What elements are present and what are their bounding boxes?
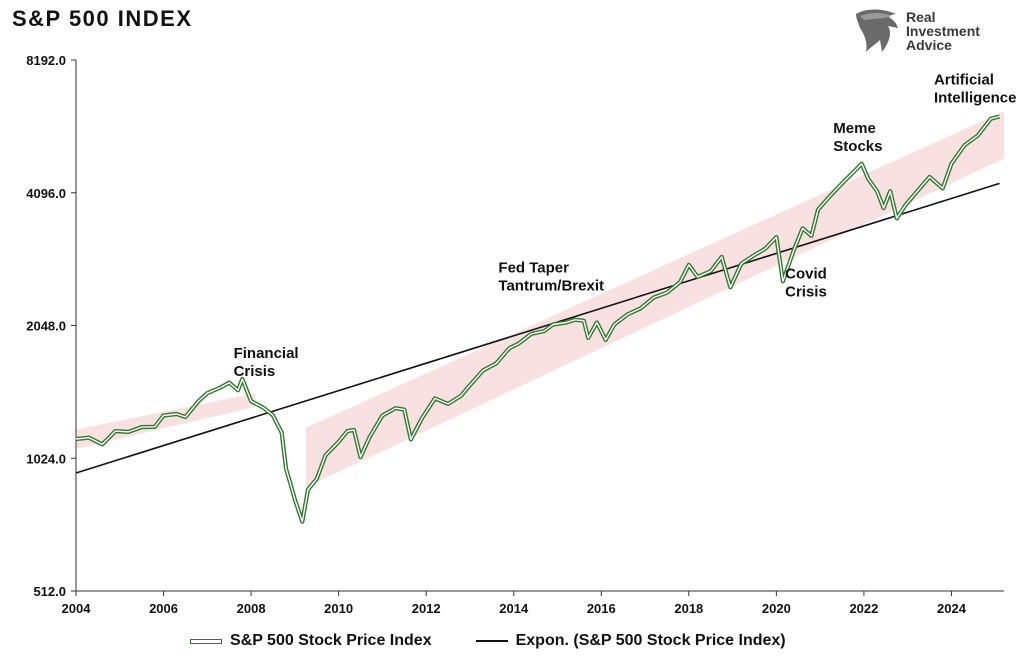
annotation-line: Crisis bbox=[785, 283, 827, 300]
x-tick-label: 2006 bbox=[149, 601, 178, 616]
annotation-line: Artificial bbox=[934, 72, 994, 89]
x-tick-label: 2020 bbox=[762, 601, 791, 616]
series-lines bbox=[75, 114, 1001, 524]
annotation-1: Financial Crisis bbox=[234, 345, 299, 380]
legend-label-sp500: S&P 500 Stock Price Index bbox=[230, 632, 432, 649]
chart-title: S&P 500 INDEX bbox=[12, 6, 193, 31]
legend-swatch-green bbox=[190, 638, 222, 644]
x-tick-label: 2016 bbox=[587, 601, 616, 616]
y-tick-label: 8192.0 bbox=[26, 53, 66, 68]
legend: S&P 500 Stock Price Index Expon. (S&P 50… bbox=[190, 629, 830, 653]
eagle-head-icon bbox=[856, 9, 898, 52]
brand-line-1: Real bbox=[906, 9, 936, 25]
x-tick-label: 2012 bbox=[412, 601, 441, 616]
x-tick-label: 2024 bbox=[937, 601, 967, 616]
y-tick-label: 512.0 bbox=[33, 584, 66, 599]
annotation-line: Intelligence bbox=[934, 90, 1017, 107]
legend-item-sp500: S&P 500 Stock Price Index bbox=[190, 632, 432, 650]
annotation-line: Crisis bbox=[234, 363, 276, 380]
y-tick-label: 4096.0 bbox=[26, 186, 66, 201]
annotation-5: Artificial Intelligence bbox=[934, 72, 1017, 107]
annotation-line: Financial bbox=[234, 345, 299, 362]
annotation-line: Tantrum/Brexit bbox=[498, 278, 604, 295]
legend-label-trend: Expon. (S&P 500 Stock Price Index) bbox=[515, 632, 786, 649]
legend-swatch-black bbox=[475, 640, 508, 642]
x-tick-label: 2010 bbox=[324, 601, 353, 616]
x-tick-label: 2018 bbox=[674, 601, 703, 616]
x-tick-label: 2022 bbox=[849, 601, 878, 616]
y-tick-label: 1024.0 bbox=[26, 451, 66, 466]
annotation-line: Meme bbox=[833, 120, 876, 137]
annotation-line: Stocks bbox=[833, 138, 882, 155]
annotation-line: Fed Taper bbox=[498, 260, 569, 277]
x-tick-label: 2004 bbox=[62, 601, 92, 616]
brand-logo: Real Investment Advice bbox=[852, 6, 1002, 54]
legend-item-trend: Expon. (S&P 500 Stock Price Index) bbox=[475, 632, 786, 650]
annotation-3: Covid Crisis bbox=[785, 265, 827, 300]
series-line-sp500-inner bbox=[75, 115, 1000, 523]
brand-line-3: Advice bbox=[906, 37, 952, 53]
y-tick-label: 2048.0 bbox=[26, 319, 66, 334]
annotation-2: Fed Taper Tantrum/Brexit bbox=[498, 260, 604, 295]
brand-line-2: Investment bbox=[906, 23, 980, 39]
trend-band-1 bbox=[76, 393, 256, 449]
axes: 512.0 1024.0 2048.0 4096.0 8192.0 2004 2006 200… bbox=[26, 53, 1004, 616]
annotation-line: Covid bbox=[785, 265, 827, 282]
annotation-4: Meme Stocks bbox=[833, 120, 882, 155]
x-tick-label: 2014 bbox=[499, 601, 529, 616]
brand-text: Real Investment Advice bbox=[906, 10, 980, 52]
series-line-trend bbox=[75, 182, 1000, 474]
x-tick-label: 2008 bbox=[237, 601, 266, 616]
